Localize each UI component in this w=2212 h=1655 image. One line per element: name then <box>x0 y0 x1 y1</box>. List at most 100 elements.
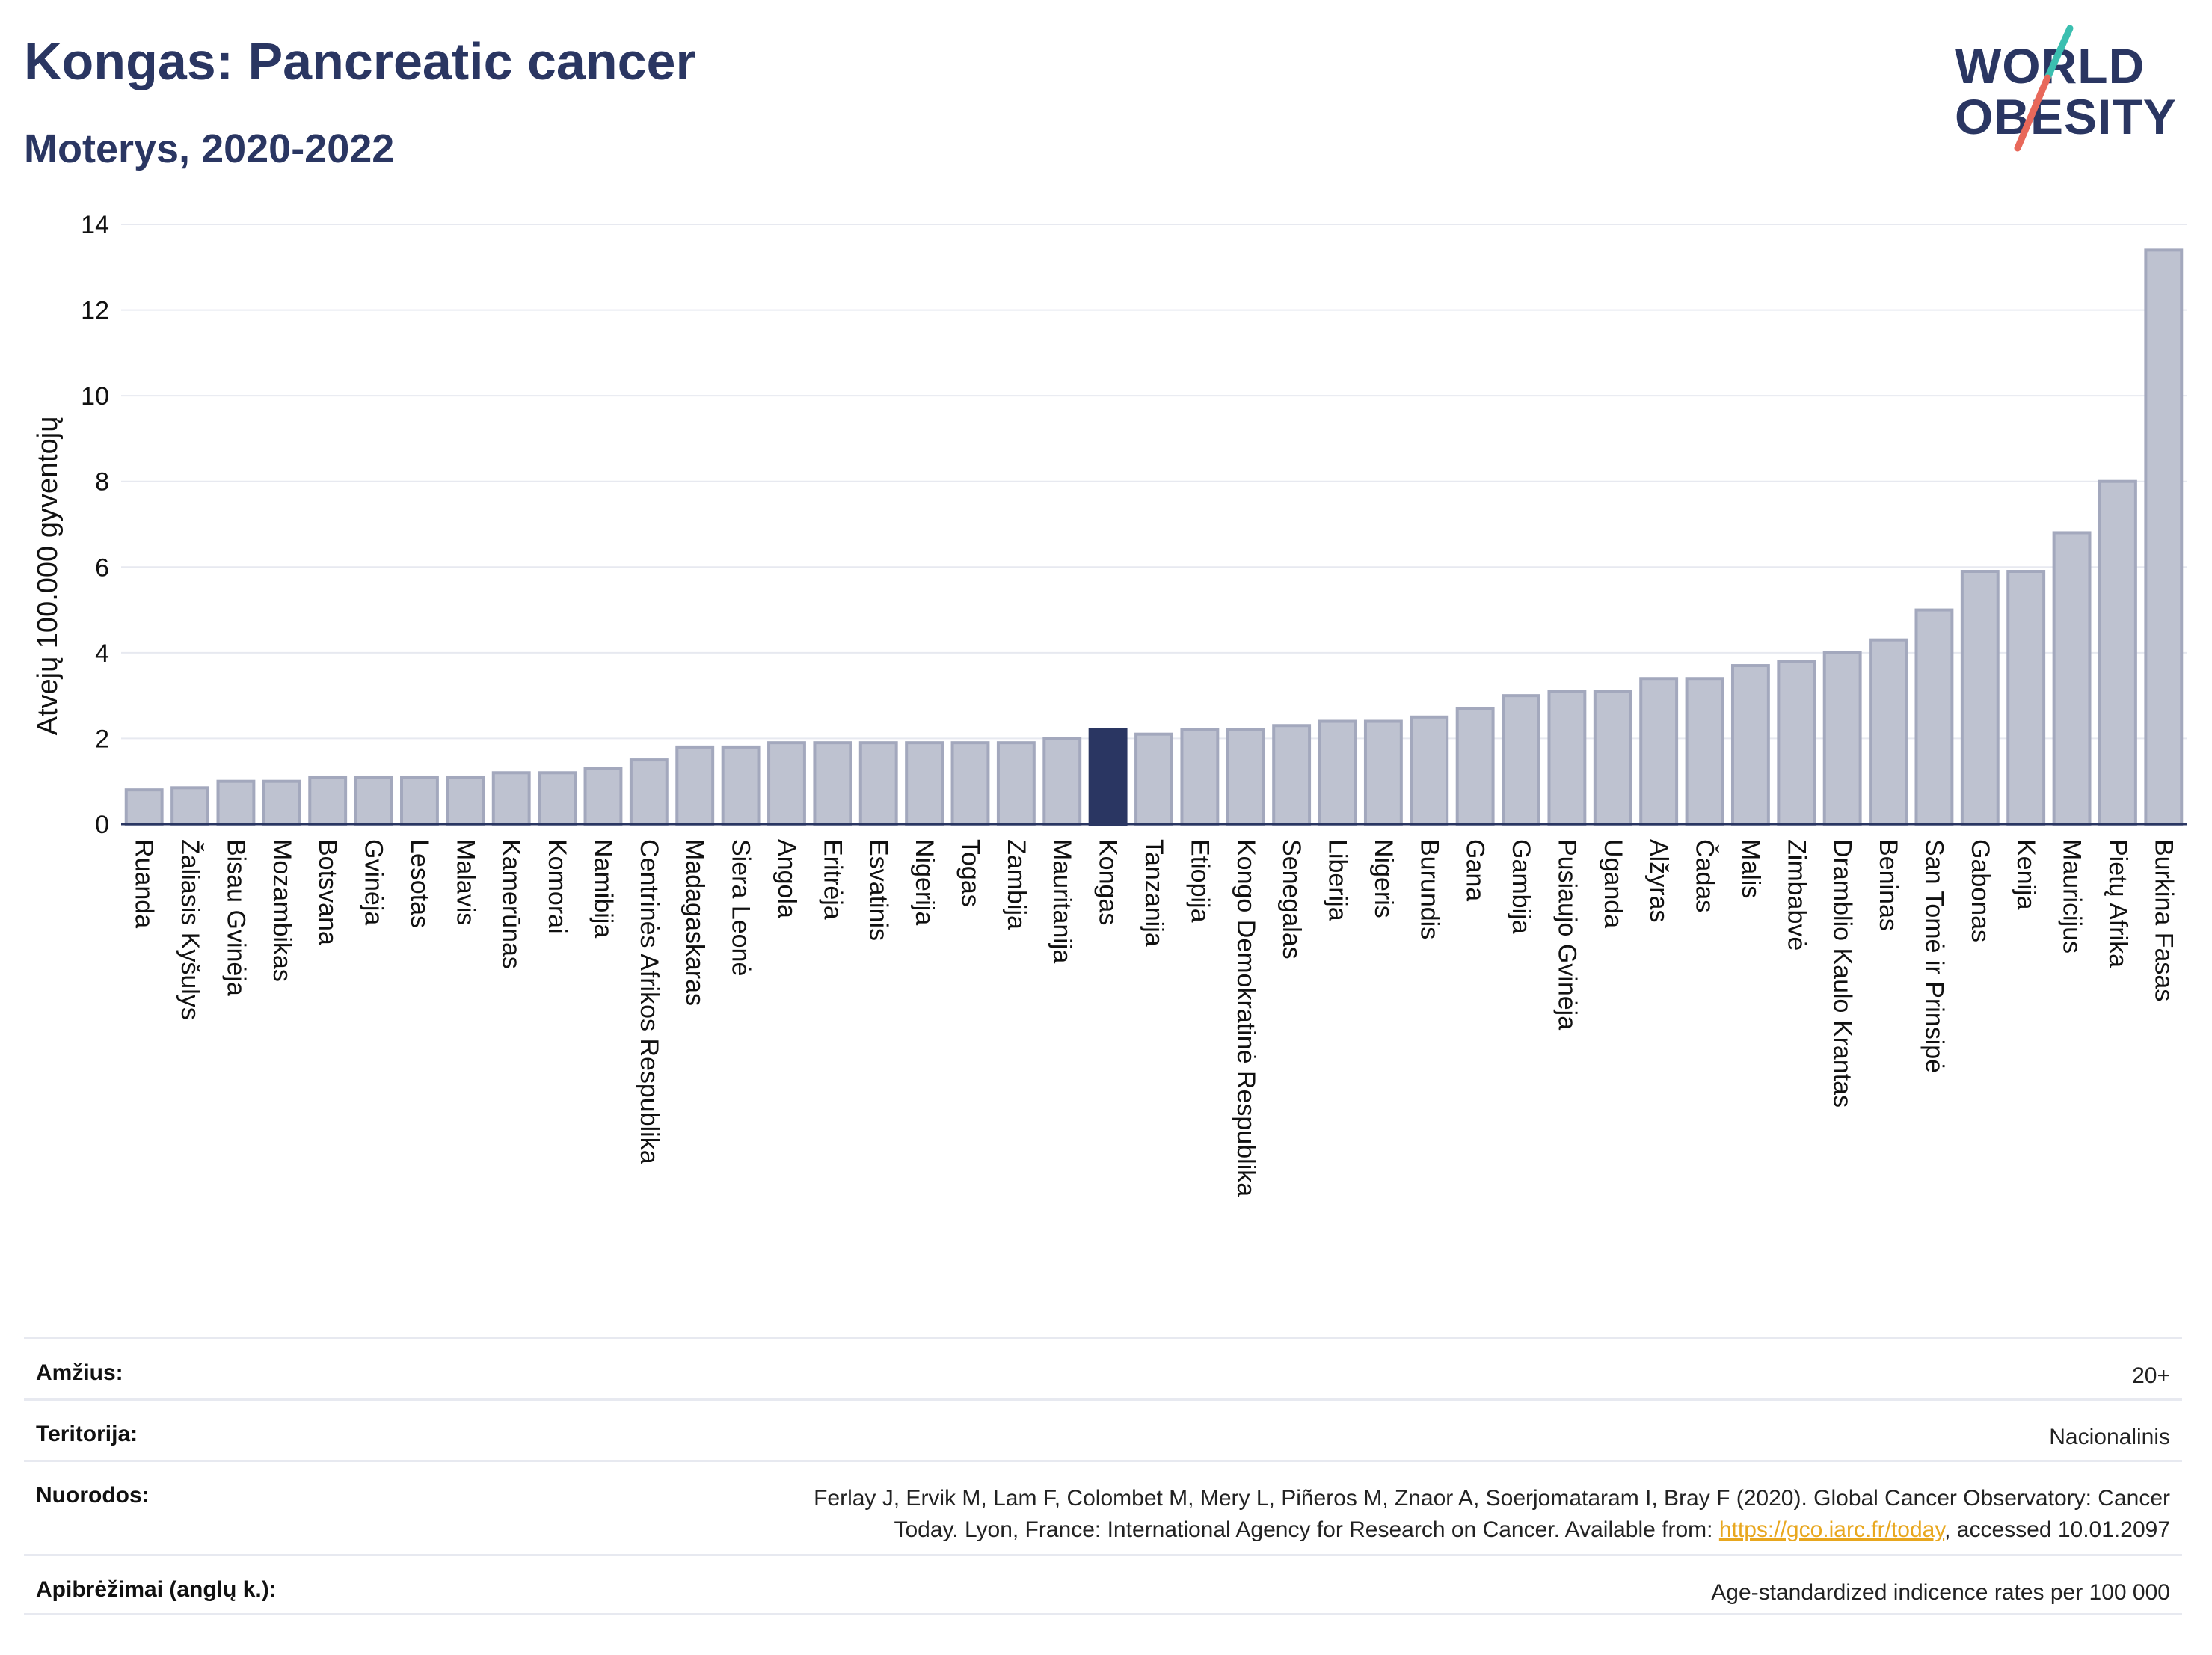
x-tick-label: Gambija <box>1507 839 1535 934</box>
x-tick-label: Gana <box>1461 839 1490 901</box>
info-label: Nuorodos: <box>36 1483 150 1508</box>
bar <box>124 788 164 826</box>
x-tick-label: Malis <box>1736 839 1765 898</box>
info-value: Ferlay J, Ervik M, Lam F, Colombet M, Me… <box>814 1483 2170 1546</box>
info-value: Nacionalinis <box>2049 1425 2170 1449</box>
bar <box>1777 660 1816 826</box>
bar <box>1042 737 1082 826</box>
x-tick-label: Zambija <box>1002 839 1030 930</box>
x-tick-label: Etiopija <box>1185 839 1214 923</box>
reference-line-1: Ferlay J, Ervik M, Lam F, Colombet M, Me… <box>814 1486 2170 1511</box>
bar <box>675 745 715 826</box>
bar <box>1318 719 1357 826</box>
x-tick-labels: Ruanda Žaliasis Kyšulys Bisau Gvinėja Mozam… <box>130 839 2178 1197</box>
x-tick-label: Mauricijus <box>2058 839 2086 954</box>
chart-subtitle: Moterys, 2020-2022 <box>24 126 395 171</box>
bar <box>905 741 944 826</box>
bar-chart: 0 2 4 6 8 10 12 14 Ruanda Žaliasis Kyšulys Bisau … <box>32 211 2187 1197</box>
bar <box>996 741 1036 826</box>
bar <box>858 741 898 826</box>
x-tick-label: Senegalas <box>1277 839 1306 959</box>
x-tick-label: Kamerūnas <box>497 839 526 969</box>
bar <box>446 775 485 826</box>
grid-lines <box>121 224 2187 825</box>
reference-link[interactable]: https://gco.iarc.fr/today <box>1718 1517 1945 1542</box>
bar <box>629 758 669 826</box>
bar <box>1914 608 1954 826</box>
x-tick-label: Zimbabvė <box>1782 839 1810 951</box>
info-row-territory: Teritorija: Nacionalinis <box>24 1398 2182 1460</box>
bar <box>1502 694 1540 826</box>
bar <box>400 775 439 826</box>
x-tick-label: Dramblio Kaulo Krantas <box>1828 839 1857 1108</box>
info-row-age: Amžius: 20+ <box>24 1337 2182 1398</box>
logo-line-2: OBESITY <box>1955 89 2177 144</box>
info-label: Teritorija: <box>36 1422 138 1446</box>
bar <box>1180 728 1220 826</box>
y-tick-label: 10 <box>81 382 109 411</box>
x-tick-label: Pusiaujo Gvinėja <box>1552 839 1581 1030</box>
x-tick-label: Esvatinis <box>864 839 893 941</box>
x-tick-label: Mozambikas <box>268 839 296 982</box>
bar <box>1593 690 1632 826</box>
x-tick-label: Burundis <box>1415 839 1443 939</box>
bar <box>262 779 301 826</box>
bar <box>2006 570 2046 826</box>
x-tick-label: Centrinės Afrikos Respublika <box>635 839 663 1164</box>
bar <box>2052 531 2092 826</box>
x-tick-label: Alžyras <box>1644 839 1673 922</box>
x-tick-label: Madagaskaras <box>681 839 709 1006</box>
y-tick-label: 0 <box>95 811 109 839</box>
bar-highlighted <box>1088 728 1128 826</box>
y-tick-label: 6 <box>95 553 109 582</box>
bar <box>1272 724 1312 826</box>
info-row-references: Nuorodos: Ferlay J, Ervik M, Lam F, Colo… <box>24 1460 2182 1554</box>
bar <box>1960 570 2000 826</box>
reference-line-2: Today. Lyon, France: International Agenc… <box>894 1517 1719 1542</box>
bar <box>1685 677 1724 826</box>
bar <box>813 741 852 826</box>
y-tick-label: 4 <box>95 639 109 668</box>
y-tick-label: 2 <box>95 725 109 753</box>
x-tick-label: Togas <box>956 839 984 907</box>
info-value: 20+ <box>2132 1363 2170 1388</box>
bar <box>1869 638 1908 826</box>
x-tick-label: Nigerija <box>910 839 938 925</box>
bar <box>583 767 623 826</box>
x-tick-label: Liberija <box>1324 839 1352 921</box>
bar <box>2098 479 2137 826</box>
x-tick-label: Kongo Demokratinė Respublika <box>1232 839 1260 1197</box>
bar <box>308 775 348 826</box>
bar <box>2144 248 2184 826</box>
x-tick-label: Čadas <box>1691 839 1719 912</box>
x-tick-label: Malavis <box>451 839 479 925</box>
bar <box>1455 707 1495 826</box>
x-tick-label: Eritrėja <box>818 839 847 920</box>
info-label: Amžius: <box>36 1360 123 1385</box>
bar <box>1822 651 1862 826</box>
x-tick-label: Pietų Afrika <box>2104 839 2132 968</box>
x-tick-label: Gabonas <box>1966 839 1994 942</box>
info-row-definitions: Apibrėžimai (anglų k.): Age-standardized… <box>24 1554 2182 1615</box>
x-tick-label: Lesotas <box>405 839 434 928</box>
x-tick-label: Ruanda <box>130 839 159 928</box>
x-tick-label: Siera Leonė <box>727 839 755 976</box>
info-table: Amžius: 20+ Teritorija: Nacionalinis Nuo… <box>24 1337 2182 1615</box>
y-axis-label: Atvejų 100.000 gyventojų <box>32 417 64 736</box>
x-tick-label: Gvinėja <box>360 839 388 925</box>
x-tick-label: Burkina Fasas <box>2149 839 2178 1001</box>
y-tick-label: 14 <box>81 211 109 239</box>
bar <box>354 775 393 826</box>
info-label: Apibrėžimai (anglų k.): <box>36 1577 277 1602</box>
x-tick-label: Beninas <box>1874 839 1902 931</box>
bar <box>1639 677 1679 826</box>
x-tick-label: Angola <box>772 839 801 918</box>
world-obesity-logo: WORLD OBESITY <box>1944 22 2199 157</box>
x-tick-label: Mauritanija <box>1048 839 1076 963</box>
x-tick-label: Žaliasis Kyšulys <box>176 839 204 1020</box>
x-tick-label: Bisau Gvinėja <box>221 839 250 996</box>
bar <box>170 786 210 826</box>
x-tick-label: Komorai <box>543 839 571 934</box>
y-tick-label: 8 <box>95 468 109 497</box>
bar <box>1226 728 1265 826</box>
